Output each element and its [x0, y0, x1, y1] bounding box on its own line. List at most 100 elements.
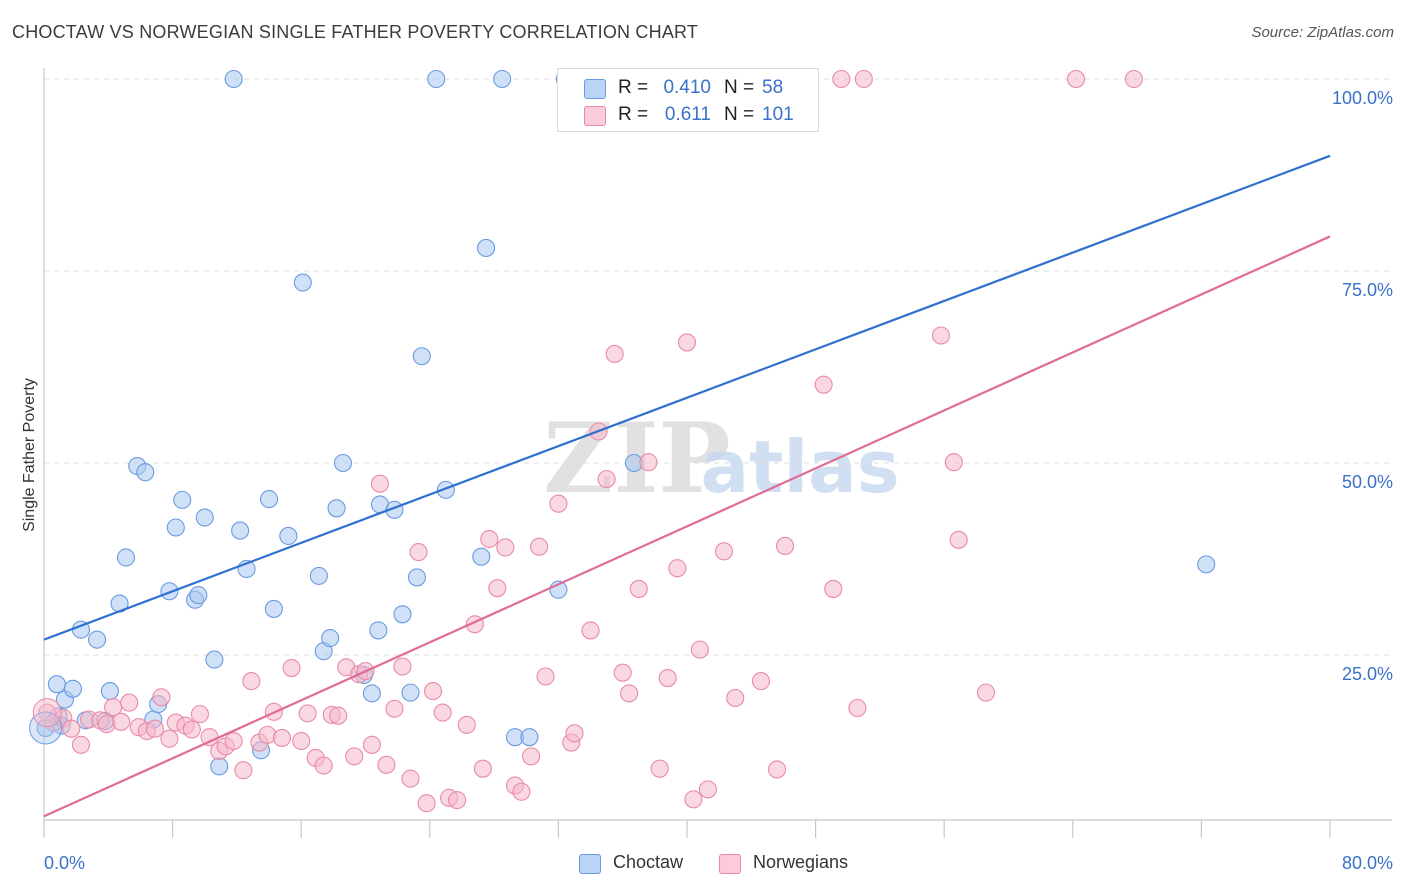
norwegian-point	[814, 375, 833, 394]
norwegian-point	[160, 729, 179, 748]
norwegian-point	[650, 759, 669, 778]
choctaw-point	[47, 675, 66, 694]
legend-r-label: R =	[618, 104, 649, 125]
x-tick-label: 0.0%	[44, 853, 85, 873]
legend-label-norwegians: Norwegians	[753, 852, 849, 872]
stats-legend: R = 0.410 N = 58 R = 0.611 N = 101	[557, 68, 819, 132]
norwegian-point	[377, 755, 396, 774]
norwegian-point	[613, 663, 632, 682]
choctaw-point	[195, 508, 214, 527]
norwegian-point	[620, 684, 639, 703]
norwegian-point	[473, 759, 492, 778]
choctaw-point	[327, 499, 346, 518]
norwegian-point	[152, 688, 171, 707]
norwegian-point	[767, 760, 787, 779]
norwegian-swatch	[584, 106, 606, 126]
legend-n-value: 58	[762, 77, 784, 98]
choctaw-point	[1197, 555, 1216, 574]
choctaw-point	[279, 526, 298, 546]
choctaw-point	[63, 679, 82, 698]
watermark-atlas: atlas	[700, 425, 899, 509]
choctaw-point	[401, 683, 420, 702]
norwegian-point	[776, 536, 795, 555]
norwegian-point	[512, 782, 531, 801]
norwegian-point	[71, 735, 91, 754]
norwegian-point	[242, 672, 261, 691]
norwegian-point	[448, 791, 467, 810]
norwegian-point	[549, 494, 568, 513]
y-tick-label: 25.0%	[1342, 664, 1393, 684]
choctaw-point	[477, 238, 496, 258]
choctaw-point	[173, 490, 192, 509]
norwegian-point	[1066, 69, 1086, 89]
choctaw-cluster-point	[29, 711, 63, 745]
choctaw-point	[224, 69, 243, 89]
legend-row-choctaw: R = 0.410 N = 58	[558, 75, 818, 101]
norwegian-point	[423, 682, 443, 701]
norwegian-point	[565, 724, 584, 743]
choctaw-point	[393, 605, 412, 624]
choctaw-point	[87, 630, 107, 649]
norwegian-point	[522, 747, 541, 766]
norwegian-point	[530, 537, 549, 556]
norwegian-point	[714, 542, 734, 561]
norwegian-point	[457, 715, 476, 734]
choctaw-point	[259, 490, 279, 509]
choctaw-point	[369, 621, 388, 640]
norwegian-point	[329, 706, 348, 725]
norwegian-point	[629, 579, 648, 599]
norwegian-point	[224, 731, 243, 751]
chart-title: CHOCTAW VS NORWEGIAN SINGLE FATHER POVER…	[12, 22, 699, 42]
legend-label-choctaw: Choctaw	[613, 852, 684, 872]
norwegian-point	[726, 688, 745, 708]
norwegian-point	[62, 719, 81, 738]
norwegian-point	[433, 703, 452, 722]
choctaw-point	[210, 757, 229, 776]
norwegian-point	[832, 69, 851, 89]
norwegian-point	[690, 640, 709, 659]
norwegian-swatch	[719, 854, 741, 874]
choctaw-point	[412, 347, 431, 366]
norwegian-point	[282, 659, 301, 678]
norwegian-point	[401, 769, 420, 788]
norwegian-point	[345, 747, 364, 766]
y-tick-label: 50.0%	[1342, 472, 1393, 492]
norwegian-point	[949, 530, 968, 549]
y-tick-label: 100.0%	[1332, 88, 1393, 108]
legend-n-label: N =	[724, 77, 755, 98]
norwegian-point	[393, 657, 412, 676]
norwegian-point	[370, 474, 390, 493]
norwegian-point	[976, 683, 996, 702]
choctaw-point	[116, 548, 136, 567]
norwegian-point	[824, 579, 843, 599]
norwegian-point	[112, 712, 131, 731]
choctaw-point	[100, 682, 119, 701]
norwegian-point	[581, 621, 600, 640]
choctaw-point	[136, 463, 155, 482]
choctaw-trend-line	[43, 154, 1331, 641]
norwegian-point	[480, 529, 499, 549]
norwegian-point	[1124, 69, 1143, 89]
legend-n-label: N =	[724, 104, 755, 125]
choctaw-point	[362, 684, 381, 703]
norwegian-point	[488, 579, 507, 598]
norwegian-point	[639, 453, 658, 472]
norwegian-point	[698, 780, 717, 799]
norwegian-point	[496, 538, 515, 557]
norwegian-point	[314, 756, 333, 775]
choctaw-swatch	[579, 854, 601, 874]
legend-row-norwegians: R = 0.611 N = 101	[558, 102, 818, 128]
norwegian-point	[409, 543, 428, 562]
choctaw-point	[293, 273, 312, 292]
norwegian-point	[385, 699, 404, 718]
norwegian-point	[298, 704, 317, 723]
norwegian-point	[658, 668, 677, 688]
choctaw-point	[472, 547, 491, 566]
legend-n-value: 101	[762, 104, 794, 125]
choctaw-point	[166, 518, 185, 537]
choctaw-point	[520, 728, 539, 747]
norwegian-point	[684, 790, 703, 809]
norwegian-point	[272, 728, 291, 747]
norwegian-point	[597, 470, 616, 489]
